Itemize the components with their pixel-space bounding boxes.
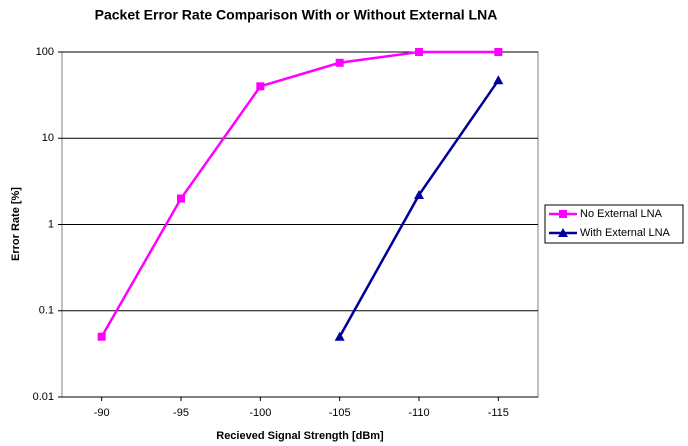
- legend-marker: [559, 210, 567, 218]
- chart-title: Packet Error Rate Comparison With or Wit…: [95, 7, 498, 23]
- marker: [493, 75, 504, 85]
- marker: [335, 58, 344, 67]
- x-tick-label: -115: [488, 407, 509, 419]
- x-tick-label: -110: [408, 407, 429, 419]
- marker: [334, 331, 345, 341]
- y-tick-label: 0.1: [39, 305, 54, 317]
- x-tick-label: -105: [329, 407, 351, 419]
- legend-marker: [558, 228, 568, 237]
- y-axis-label: Error Rate [%]: [10, 187, 22, 261]
- y-tick-label: 10: [42, 132, 54, 144]
- marker: [97, 332, 106, 341]
- y-tick-label: 0.01: [33, 391, 54, 403]
- legend-label: No External LNA: [580, 208, 663, 220]
- marker: [414, 189, 424, 199]
- marker: [256, 82, 265, 91]
- x-tick-label: -90: [94, 407, 110, 419]
- y-tick-label: 100: [36, 46, 54, 58]
- y-tick-label: 1: [48, 218, 54, 230]
- marker: [415, 48, 423, 56]
- legend-label: With External LNA: [580, 227, 671, 239]
- x-tick-label: -100: [249, 407, 271, 419]
- marker: [177, 194, 185, 203]
- marker: [494, 48, 503, 56]
- series-line: [100, 50, 499, 338]
- x-axis-label: Recieved Signal Strength [dBm]: [216, 430, 384, 442]
- legend: [544, 204, 684, 244]
- x-tick-label: -95: [173, 407, 189, 419]
